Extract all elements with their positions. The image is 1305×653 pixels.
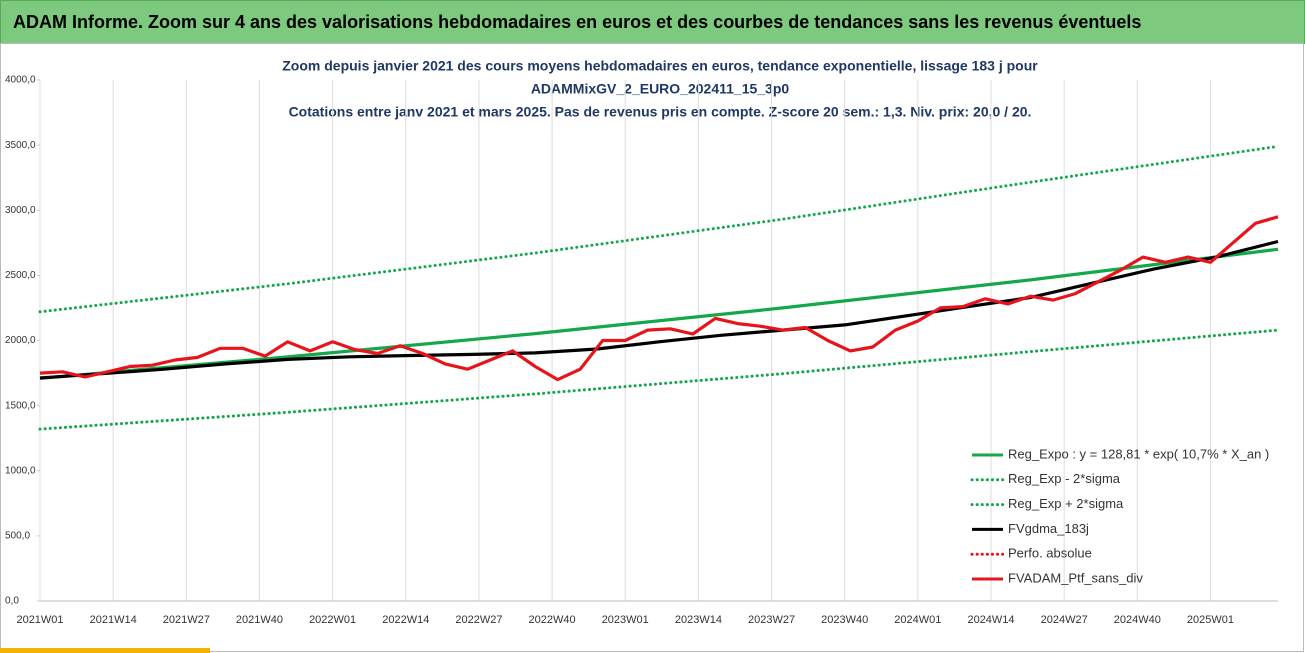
chart-title: Zoom depuis janvier 2021 des cours moyen… xyxy=(282,58,1038,74)
series-line xyxy=(39,239,1279,380)
x-tick-label: 2022W14 xyxy=(382,614,429,626)
y-tick-label: 0,0 xyxy=(5,596,19,607)
legend-label: Reg_Expo : y = 128,81 * exp( 10,7% * X_a… xyxy=(1008,446,1269,461)
x-tick-label: 2025W01 xyxy=(1187,614,1234,626)
header: ADAM Informe. Zoom sur 4 ans des valoris… xyxy=(0,0,1305,44)
x-tick-label: 2021W40 xyxy=(236,614,283,626)
x-tick-label: 2023W27 xyxy=(748,614,795,626)
x-tick-label: 2024W01 xyxy=(894,614,941,626)
y-tick-label: 3000,0 xyxy=(5,205,36,216)
legend-label: Reg_Exp - 2*sigma xyxy=(1008,471,1121,486)
y-tick-label: 4000,0 xyxy=(5,75,36,86)
x-tick-label: 2021W27 xyxy=(163,614,210,626)
x-tick-label: 2022W40 xyxy=(529,614,576,626)
x-tick-label: 2023W40 xyxy=(821,614,868,626)
chart-title: ADAMMixGV_2_EURO_202411_15_3p0 xyxy=(531,81,790,97)
x-tick-label: 2022W27 xyxy=(455,614,502,626)
y-tick-label: 500,0 xyxy=(5,531,30,542)
footer-strip xyxy=(0,648,210,653)
y-tick-label: 3500,0 xyxy=(5,140,36,151)
x-tick-label: 2022W01 xyxy=(309,614,356,626)
x-tick-label: 2024W14 xyxy=(967,614,1014,626)
x-tick-label: 2023W14 xyxy=(675,614,722,626)
series-line xyxy=(39,215,1279,382)
chart-border xyxy=(0,43,1304,652)
legend-label: FVADAM_Ptf_sans_div xyxy=(1008,570,1143,585)
y-tick-label: 1500,0 xyxy=(5,400,36,411)
x-tick-label: 2021W01 xyxy=(16,614,63,626)
header-title: ADAM Informe. Zoom sur 4 ans des valoris… xyxy=(13,12,1142,32)
y-tick-label: 2500,0 xyxy=(5,270,36,281)
x-tick-label: 2021W14 xyxy=(90,614,137,626)
legend-label: Perfo. absolue xyxy=(1008,546,1092,561)
legend-label: Reg_Exp + 2*sigma xyxy=(1008,496,1124,511)
y-tick-label: 2000,0 xyxy=(5,335,36,346)
series-line xyxy=(39,247,1279,380)
series-line xyxy=(38,328,1280,431)
x-tick-label: 2023W01 xyxy=(602,614,649,626)
chart-title: Cotations entre janv 2021 et mars 2025. … xyxy=(289,104,1032,120)
y-tick-label: 1000,0 xyxy=(5,465,36,476)
series-line xyxy=(38,144,1280,314)
x-tick-label: 2024W40 xyxy=(1114,614,1161,626)
legend-label: FVgdma_183j xyxy=(1008,521,1089,536)
x-tick-label: 2024W27 xyxy=(1041,614,1088,626)
